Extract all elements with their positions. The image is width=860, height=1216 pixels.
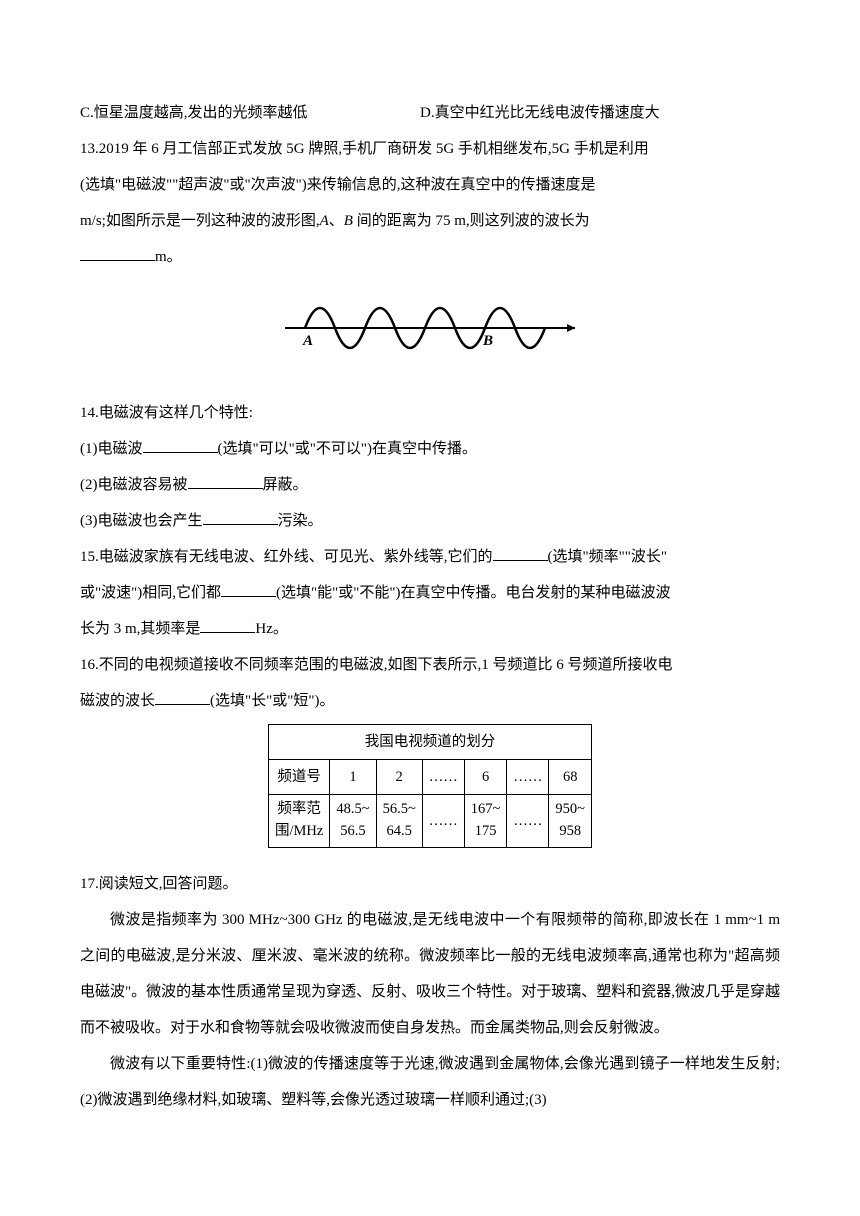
blank-15-2 [221, 579, 276, 597]
blank-14-2 [188, 471, 263, 489]
option-c: C.恒星温度越高,发出的光频率越低 [80, 95, 420, 131]
q13-line2: (选填"电磁波""超声波"或"次声波")来传输信息的,这种波在真空中的传播速度是 [80, 167, 780, 203]
q13-line1: 13.2019 年 6 月工信部正式发放 5G 牌照,手机厂商研发 5G 手机相… [80, 131, 780, 167]
channel-table: 我国电视频道的划分 频道号 1 2 …… 6 …… 68 频率范围/MHz 48… [268, 724, 592, 848]
freq-c2: 56.5~64.5 [376, 795, 422, 848]
q16-line2: 磁波的波长(选填"长"或"短")。 [80, 683, 780, 719]
q17-p2: 微波有以下重要特性:(1)微波的传播速度等于光速,微波遇到金属物体,会像光遇到镜… [80, 1046, 780, 1118]
channel-table-container: 我国电视频道的划分 频道号 1 2 …… 6 …… 68 频率范围/MHz 48… [80, 724, 780, 848]
q13-line4: m。 [80, 239, 780, 275]
q14-sub2: (2)电磁波容易被屏蔽。 [80, 467, 780, 503]
q14-intro: 14.电磁波有这样几个特性: [80, 395, 780, 431]
blank-15-3 [200, 615, 255, 633]
blank-14-1 [143, 435, 218, 453]
q16-line1: 16.不同的电视频道接收不同频率范围的电磁波,如图下表所示,1 号频道比 6 号… [80, 647, 780, 683]
blank-16 [155, 687, 210, 705]
q15-line2: 或"波速")相同,它们都(选填"能"或"不能")在真空中传播。电台发射的某种电磁… [80, 575, 780, 611]
q15-line1: 15.电磁波家族有无线电波、红外线、可见光、紫外线等,它们的(选填"频率""波长… [80, 539, 780, 575]
wave-diagram: A B [80, 283, 780, 387]
blank-15-1 [493, 543, 548, 561]
q14-sub1: (1)电磁波(选填"可以"或"不可以")在真空中传播。 [80, 431, 780, 467]
q17-p1: 微波是指频率为 300 MHz~300 GHz 的电磁波,是无线电波中一个有限频… [80, 902, 780, 1046]
blank-wavelength [80, 243, 155, 261]
q17-intro: 17.阅读短文,回答问题。 [80, 866, 780, 902]
options-cd: C.恒星温度越高,发出的光频率越低 D.真空中红光比无线电波传播速度大 [80, 95, 780, 131]
freq-c6: 950~958 [549, 795, 592, 848]
wave-pt-b: B [482, 333, 493, 349]
q15-line3: 长为 3 m,其频率是Hz。 [80, 611, 780, 647]
freq-c1: 48.5~56.5 [330, 795, 376, 848]
q14-sub3: (3)电磁波也会产生污染。 [80, 503, 780, 539]
freq-c4: 167~175 [464, 795, 507, 848]
q13-line3: m/s;如图所示是一列这种波的波形图,A、B 间的距离为 75 m,则这列波的波… [80, 203, 780, 239]
option-d: D.真空中红光比无线电波传播速度大 [420, 95, 660, 131]
table-title: 我国电视频道的划分 [268, 725, 591, 760]
table-row-header: 频道号 1 2 …… 6 …… 68 [268, 760, 591, 795]
table-row-freq: 频率范围/MHz 48.5~56.5 56.5~64.5 …… 167~175 … [268, 795, 591, 848]
blank-14-3 [203, 507, 278, 525]
wave-pt-a: A [302, 333, 313, 349]
freq-label: 频率范围/MHz [268, 795, 329, 848]
